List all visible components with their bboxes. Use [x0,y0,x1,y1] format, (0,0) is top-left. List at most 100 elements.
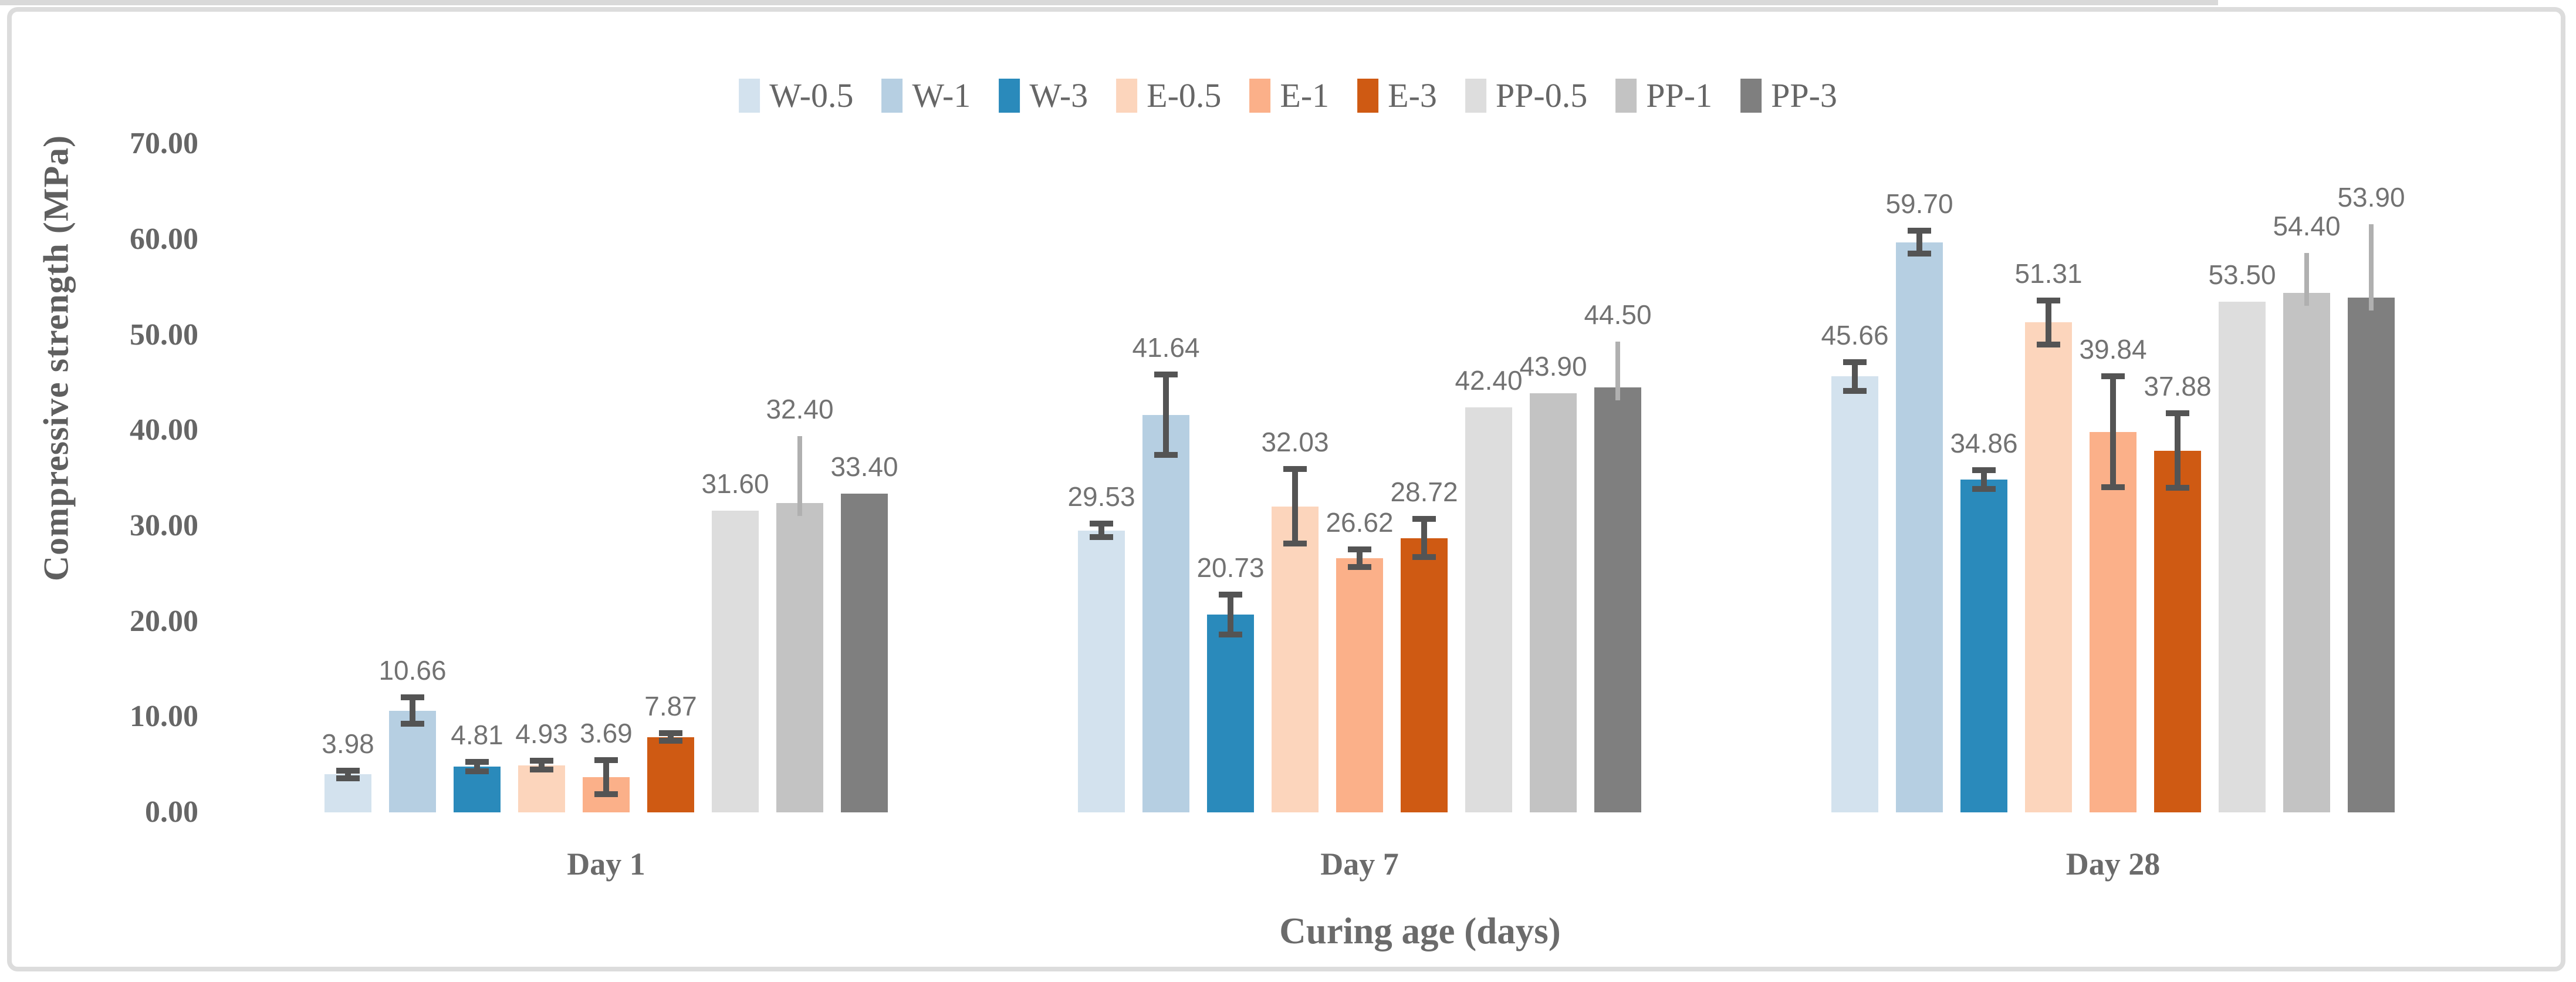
data-label-PP-1-Day 1: 32.40 [766,393,834,424]
legend-label: PP-0.5 [1495,76,1588,114]
category-label-Day 1: Day 1 [567,846,645,882]
error-bar-cap-top [2166,410,2189,417]
error-bar-line [1292,469,1298,544]
bar-PP-0.5-Day 7 [1465,407,1512,812]
error-bar-cap-bottom [1843,387,1867,394]
legend-item-W-3: W-3 [999,79,1088,113]
data-label-E-1-Day 28: 39.84 [2079,334,2147,365]
legend-swatch-icon [1615,79,1637,113]
error-bar-thin [797,436,802,516]
error-bar-cap-bottom [2166,485,2189,491]
category-label-Day 7: Day 7 [1320,846,1399,882]
error-bar-cap-bottom [1412,554,1436,561]
bar-PP-0.5-Day 1 [712,510,759,812]
legend-label: E-3 [1388,76,1437,114]
bar-PP-3-Day 7 [1594,387,1641,812]
error-bar-cap-bottom [336,775,360,781]
legend-label: W-0.5 [769,76,854,114]
error-bar-cap-top [1154,372,1178,378]
error-bar-line [1098,524,1104,537]
error-bar-cap-top [1972,467,1996,473]
error-bar-cap-top [2037,297,2060,303]
error-bar-cap-top [1283,466,1307,473]
error-bar-line [539,761,545,770]
data-label-W-1-Day 28: 59.70 [1885,188,1953,220]
legend-label: PP-1 [1646,76,1713,114]
error-bar-line [410,697,415,724]
bar-W-1-Day 7 [1142,414,1189,812]
error-bar-cap-top [1090,521,1113,527]
y-tick-label: 30.00 [130,508,198,542]
error-bar-line [474,761,480,771]
legend-label: E-0.5 [1147,76,1222,114]
error-bar-cap-top [530,758,553,764]
error-bar-cap-top [401,694,424,700]
error-bar-cap-bottom [2101,484,2125,491]
bar-PP-1-Day 1 [776,502,823,812]
data-label-E-0.5-Day 1: 4.93 [515,718,568,750]
y-tick-label: 20.00 [130,604,198,638]
legend-item-PP-0.5: PP-0.5 [1465,79,1587,113]
legend-label: W-3 [1029,76,1088,114]
legend-item-E-0.5: E-0.5 [1116,79,1221,113]
error-bar-line [1981,470,1987,490]
y-tick-label: 70.00 [130,127,198,161]
error-bar-line [2110,376,2116,488]
data-label-W-3-Day 1: 4.81 [451,719,503,750]
data-label-W-0.5-Day 1: 3.98 [322,728,374,759]
error-bar-line [1852,362,1858,391]
error-bar-cap-top [336,767,360,774]
bar-W-1-Day 28 [1896,242,1943,812]
y-tick-label: 0.00 [145,795,198,829]
data-label-W-1-Day 1: 10.66 [378,654,447,686]
error-bar-cap-bottom [401,721,424,727]
error-bar-cap-bottom [1090,534,1113,540]
data-label-PP-3-Day 28: 53.90 [2337,181,2405,212]
legend-swatch-icon [1465,79,1486,113]
legend-swatch-icon [1249,79,1271,113]
bar-W-1-Day 1 [389,710,436,812]
error-bar-cap-bottom [1348,563,1371,570]
error-bar-cap-bottom [594,791,618,798]
x-axis-line [0,0,2218,5]
x-axis-title: Curing age (days) [1279,910,1561,951]
error-bar-cap-top [659,730,682,737]
data-label-E-1-Day 1: 3.69 [580,717,633,748]
bar-E-3-Day 28 [2154,450,2201,812]
bar-W-3-Day 28 [1960,479,2007,812]
bar-E-0.5-Day 7 [1272,506,1319,812]
error-bar-cap-top [1843,359,1867,365]
y-tick-label: 10.00 [130,700,198,734]
legend-item-PP-1: PP-1 [1615,79,1712,113]
data-label-W-3-Day 28: 34.86 [1950,427,2018,458]
category-label-Day 28: Day 28 [2065,846,2161,882]
legend-swatch-icon [1116,79,1138,113]
error-bar-cap-top [1908,228,1931,234]
data-label-E-3-Day 28: 37.88 [2144,371,2212,402]
y-tick-label: 40.00 [130,413,198,447]
bar-PP-3-Day 28 [2348,298,2395,812]
bar-E-3-Day 1 [647,737,694,812]
error-bar-cap-bottom [530,767,553,773]
data-label-E-3-Day 1: 7.87 [644,691,697,722]
error-bar-line [2175,413,2181,488]
bar-E-0.5-Day 28 [2025,322,2072,812]
data-label-PP-0.5-Day 7: 42.40 [1455,365,1523,396]
error-bar-thin [2304,252,2309,306]
bar-PP-1-Day 7 [1530,393,1577,812]
legend: W-0.5 W-1 W-3 E-0.5 E-1 E-3 PP-0.5 PP-1 PP-3 [739,79,1837,113]
error-bar-cap-top [2101,373,2125,380]
error-bar-cap-top [1412,516,1436,522]
error-bar-line [1357,549,1363,567]
data-label-PP-0.5-Day 1: 31.60 [701,468,769,499]
error-bar-line [1421,519,1427,558]
error-bar-cap-bottom [465,768,489,774]
data-label-W-3-Day 7: 20.73 [1196,552,1265,583]
error-bar-cap-bottom [1972,486,1996,492]
error-bar-cap-top [1348,546,1371,553]
data-label-PP-3-Day 7: 44.50 [1584,299,1652,330]
legend-swatch-icon [1740,79,1762,113]
bar-E-1-Day 7 [1336,558,1383,812]
data-label-W-0.5-Day 28: 45.66 [1821,319,1889,350]
error-bar-line [2046,300,2051,345]
